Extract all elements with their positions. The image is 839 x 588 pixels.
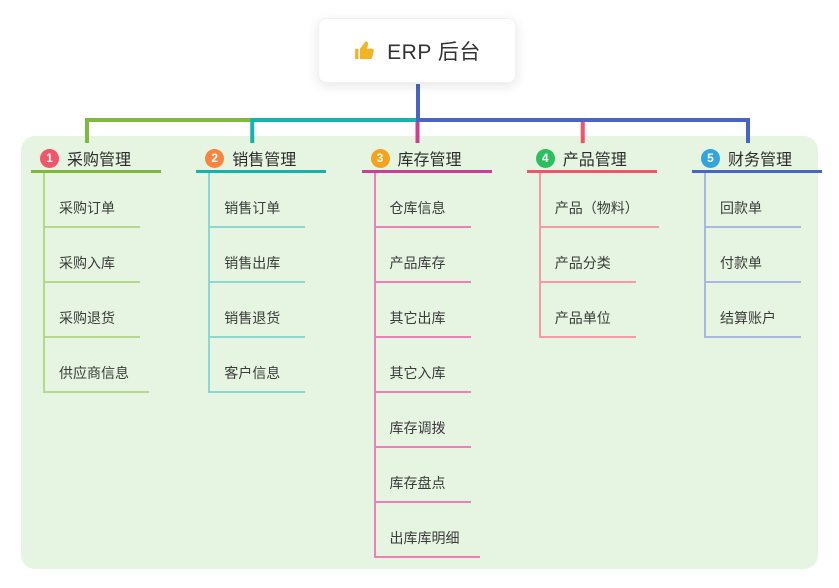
branch-item-label: 结算账户 [720, 310, 776, 326]
branch-item-label: 采购订单 [59, 200, 115, 216]
branch-title[interactable]: 5 财务管理 [692, 148, 822, 173]
branch-item[interactable]: 采购入库 [45, 228, 140, 283]
branch-item-label: 产品库存 [389, 255, 446, 271]
branch-item-label: 销售退货 [224, 310, 281, 326]
branch-item[interactable]: 其它入库 [375, 338, 471, 393]
branch-item-label: 销售出库 [224, 255, 281, 271]
branch-item[interactable]: 销售退货 [210, 283, 306, 338]
branch-item[interactable]: 其它出库 [375, 283, 471, 338]
branch-item-label: 其它入库 [389, 365, 446, 381]
branch-children: 产品（物料） 产品分类产品单位 [538, 173, 659, 338]
branch-item[interactable]: 回款单 [706, 173, 801, 228]
branch-title[interactable]: 3 库存管理 [361, 148, 492, 173]
branch-index-badge: 5 [701, 148, 720, 168]
root-label: ERP 后台 [387, 40, 481, 64]
branch-item[interactable]: 采购退货 [45, 283, 140, 338]
branch-item[interactable]: 采购订单 [45, 173, 140, 228]
branch-item-label: 付款单 [720, 255, 762, 271]
branch-column: 3 库存管理仓库信息产品库存其它出库其它入库库存调拨库存盘点出库库明细 [361, 148, 492, 558]
branch-item[interactable]: 产品（物料） [540, 173, 659, 228]
branch-title-label: 库存管理 [397, 152, 462, 169]
branch-item[interactable]: 客户信息 [210, 338, 306, 393]
branch-title-label: 产品管理 [562, 152, 627, 169]
branch-column: 2 销售管理销售订单销售出库销售退货客户信息 [196, 148, 327, 393]
branch-item-label: 供应商信息 [59, 365, 129, 381]
branch-item-label: 仓库信息 [389, 200, 446, 216]
branch-title[interactable]: 4 产品管理 [526, 148, 657, 173]
branch-children: 回款单付款单结算账户 [704, 173, 822, 338]
branches-panel [21, 136, 818, 569]
branch-children: 销售订单销售出库销售退货客户信息 [208, 173, 326, 393]
branch-item-label: 产品分类 [554, 255, 611, 271]
branch-item[interactable]: 供应商信息 [45, 338, 149, 393]
branch-title-label: 采购管理 [67, 152, 132, 169]
branch-column: 5 财务管理回款单付款单结算账户 [692, 148, 822, 338]
branch-title[interactable]: 2 销售管理 [196, 148, 327, 173]
branch-item-label: 出库库明细 [389, 530, 460, 546]
branch-item[interactable]: 库存盘点 [375, 448, 471, 503]
branch-item-label: 采购入库 [59, 255, 115, 271]
root-node[interactable]: ERP 后台 [318, 18, 516, 83]
branch-title-label: 财务管理 [728, 152, 793, 169]
branch-children: 采购订单采购入库采购退货供应商信息 [43, 173, 161, 393]
branch-item[interactable]: 仓库信息 [375, 173, 471, 228]
thumbs-up-icon [353, 39, 376, 62]
branch-item-label: 产品（物料） [554, 200, 639, 216]
branch-item-label: 采购退货 [59, 310, 115, 326]
branch-item[interactable]: 产品分类 [540, 228, 636, 283]
branch-index-badge: 1 [40, 148, 59, 168]
branch-title[interactable]: 1 采购管理 [31, 148, 161, 173]
branch-item[interactable]: 出库库明细 [375, 503, 480, 558]
branch-item[interactable]: 产品单位 [540, 283, 636, 338]
branch-column: 1 采购管理采购订单采购入库采购退货供应商信息 [31, 148, 161, 393]
branch-title-label: 销售管理 [232, 152, 297, 169]
branch-item[interactable]: 库存调拨 [375, 393, 471, 448]
branch-item-label: 其它出库 [389, 310, 446, 326]
branch-index-badge: 3 [370, 148, 390, 168]
branch-item-label: 回款单 [720, 200, 762, 216]
branch-item[interactable]: 销售出库 [210, 228, 306, 283]
branch-children: 仓库信息产品库存其它出库其它入库库存调拨库存盘点出库库明细 [373, 173, 492, 558]
branch-item[interactable]: 付款单 [706, 228, 801, 283]
branch-item-label: 客户信息 [224, 365, 281, 381]
branch-item-label: 库存盘点 [389, 475, 446, 491]
branch-index-badge: 4 [535, 148, 555, 168]
branch-item[interactable]: 结算账户 [706, 283, 801, 338]
branch-index-badge: 2 [205, 148, 225, 168]
branch-item-label: 库存调拨 [389, 420, 446, 436]
branch-column: 4 产品管理产品（物料） 产品分类产品单位 [526, 148, 659, 338]
branch-item[interactable]: 销售订单 [210, 173, 306, 228]
branch-item[interactable]: 产品库存 [375, 228, 471, 283]
branch-item-label: 销售订单 [224, 200, 281, 216]
branch-item-label: 产品单位 [554, 310, 611, 326]
